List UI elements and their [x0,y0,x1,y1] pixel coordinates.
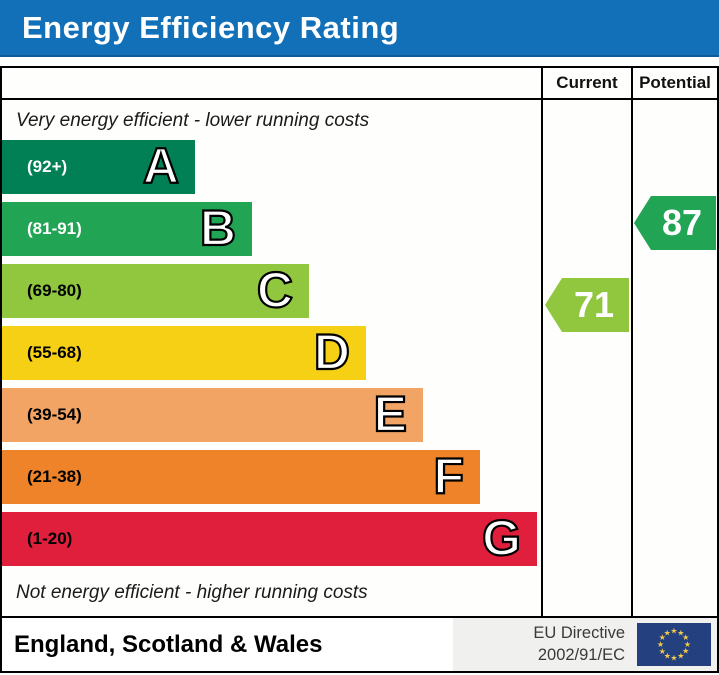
svg-text:★: ★ [664,628,671,637]
band-row: (69-80) C [2,264,541,318]
band-range-label: (69-80) [27,281,82,300]
band-range-label: (21-38) [27,467,82,486]
band-row: (92+) A [2,140,541,194]
current-column: 71 [541,100,631,616]
eu-directive-panel: EU Directive 2002/91/EC ★ ★ ★ ★ ★ ★ ★ ★ ★ ★ ★ ★ [453,618,717,671]
svg-text:★: ★ [670,627,677,636]
bottom-note: Not energy efficient - higher running co… [16,582,368,603]
svg-text:★: ★ [682,647,689,656]
svg-text:★: ★ [682,633,689,642]
top-note: Very energy efficient - lower running co… [16,110,370,131]
band-row: (55-68) D [2,326,541,380]
svg-text:★: ★ [657,640,664,649]
band-range-label: (92+) [27,157,68,176]
potential-column-header: Potential [631,68,717,100]
band-letter: C [256,262,294,318]
band-bar: (81-91) B [2,202,252,256]
rating-table: Current Potential Very energy efficient … [0,66,719,618]
table-corner-cell [2,68,541,100]
band-letter: E [373,386,409,442]
svg-text:★: ★ [677,628,684,637]
eu-flag-background [637,623,711,666]
bands: (92+) A (81-91) B (69-80) C (55-68) D (3… [2,140,541,566]
eu-flag-icon: ★ ★★★★★★★★★★★ [637,623,711,666]
footer: England, Scotland & Wales EU Directive 2… [0,618,719,673]
svg-text:★: ★ [659,633,666,642]
potential-rating-arrow: 87 [634,196,716,250]
current-column-header: Current [541,68,631,100]
band-letter: B [199,200,237,256]
eu-flag-stars: ★ ★★★★★★★★★★★ [657,627,691,663]
band-letter: G [481,510,522,566]
current-rating-value: 71 [573,284,615,325]
page-title: Energy Efficiency Rating [22,9,400,45]
band-letter: D [313,324,351,380]
header: Energy Efficiency Rating [0,0,719,57]
band-range-label: (55-68) [27,343,82,362]
rating-scale: Very energy efficient - lower running co… [2,100,541,616]
svg-text:★: ★ [684,640,691,649]
band-range-label: (81-91) [27,219,82,238]
band-bar: (69-80) C [2,264,309,318]
band-bar: (92+) A [2,140,195,194]
svg-text:★: ★ [670,654,677,663]
band-bar: (39-54) E [2,388,423,442]
band-row: (1-20) G [2,512,541,566]
band-bar: (1-20) G [2,512,537,566]
eu-directive-text: EU Directive 2002/91/EC [533,623,625,666]
band-range-label: (39-54) [27,405,82,424]
band-row: (81-91) B [2,202,541,256]
svg-text:★: ★ [664,652,671,661]
region-label: England, Scotland & Wales [14,630,323,658]
potential-column: 87 [631,100,717,616]
band-row: (21-38) F [2,450,541,504]
band-letter: F [432,448,465,504]
eu-directive-line2: 2002/91/EC [537,645,625,664]
band-letter: A [142,138,180,194]
svg-text:★: ★ [677,652,684,661]
current-rating-arrow: 71 [545,278,629,332]
band-range-label: (1-20) [27,529,73,548]
svg-text:★: ★ [659,647,666,656]
eu-directive-line1: EU Directive [533,624,625,643]
band-row: (39-54) E [2,388,541,442]
band-bar: (55-68) D [2,326,366,380]
band-bar: (21-38) F [2,450,480,504]
potential-rating-value: 87 [661,202,703,243]
